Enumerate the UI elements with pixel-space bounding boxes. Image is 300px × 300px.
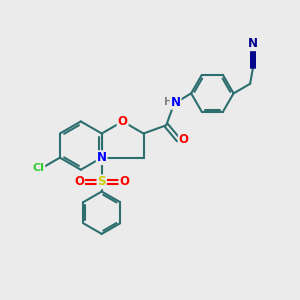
Text: S: S <box>98 175 106 188</box>
Text: Cl: Cl <box>33 163 44 173</box>
Text: N: N <box>248 37 258 50</box>
Text: O: O <box>179 134 189 146</box>
Text: O: O <box>118 115 128 128</box>
Text: O: O <box>74 175 84 188</box>
Text: N: N <box>97 151 107 164</box>
Text: H: H <box>164 97 172 107</box>
Text: N: N <box>171 96 181 109</box>
Text: O: O <box>119 175 129 188</box>
